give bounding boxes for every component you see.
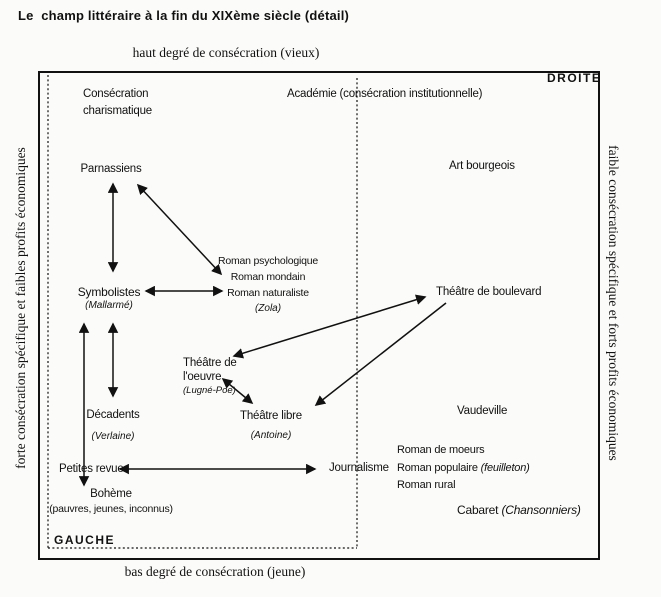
node-theatre-boulevard: Théâtre de boulevard: [436, 286, 542, 298]
field-frame: [38, 71, 600, 560]
axis-label-right: faible consécration spécifique et forts …: [606, 145, 621, 461]
node-decadents: Décadents (Verlaine): [63, 405, 163, 447]
node-theatre-oeuvre: Théâtre de l'oeuvre (Lugné-Poe): [183, 356, 237, 398]
node-parnassiens: Parnassiens: [80, 163, 142, 175]
node-line: Roman mondain: [230, 271, 306, 283]
corner-label-droite: DROITE: [547, 71, 602, 85]
node-line: Roman naturaliste: [227, 287, 309, 299]
node-line-part: Cabaret: [457, 503, 502, 517]
node-line: Consécration: [83, 88, 149, 100]
node-author: (Mallarmé): [85, 300, 133, 311]
axis-label-top: haut degré de consécration (vieux): [132, 45, 320, 60]
node-academie: Académie (consécration institutionnelle): [287, 88, 483, 100]
node-line-part-italic: (feuilleton): [480, 461, 530, 474]
node-line: Roman rural: [397, 479, 456, 491]
node-line: Roman populaire (feuilleton): [397, 460, 530, 478]
node-theatre-libre: Théâtre libre (Antoine): [221, 407, 321, 445]
node-author: (Antoine): [250, 430, 292, 441]
node-line-part-italic: (Chansonniers): [501, 503, 581, 517]
node-label: Bohème: [90, 488, 132, 500]
node-vaudeville: Vaudeville: [457, 405, 508, 417]
node-label: Symbolistes: [77, 285, 141, 299]
node-subtitle: (pauvres, jeunes, inconnus): [49, 503, 173, 515]
node-boheme: Bohème (pauvres, jeunes, inconnus): [36, 487, 186, 517]
node-line: Roman psychologique: [217, 255, 319, 267]
node-journalisme: Journalisme: [329, 462, 389, 474]
node-line-part: Roman populaire: [397, 461, 481, 474]
node-line: l'oeuvre: [183, 371, 222, 383]
node-line: Roman de moeurs: [397, 444, 485, 456]
corner-label-gauche: GAUCHE: [54, 533, 116, 547]
node-line: charismatique: [83, 105, 152, 117]
node-author: (Lugné-Poe): [183, 385, 236, 396]
node-label: Théâtre libre: [240, 410, 302, 422]
node-roman-list: Roman de moeurs Roman populaire (feuille…: [397, 442, 530, 495]
node-symbolistes: Symbolistes (Mallarmé): [59, 285, 159, 313]
axis-label-bottom: bas degré de consécration (jeune): [124, 564, 306, 579]
node-consecration-charismatique: Consécration charismatique: [83, 86, 152, 120]
node-petites-revues: Petites revues: [59, 463, 130, 475]
node-art-bourgeois: Art bourgeois: [449, 160, 515, 172]
node-line: Théâtre de: [183, 357, 237, 369]
node-cabaret: Cabaret (Chansonniers): [457, 503, 581, 518]
axis-label-left: forte consécration spécifique et faibles…: [13, 147, 28, 469]
node-author: (Zola): [254, 303, 282, 314]
diagram-title: Le champ littéraire à la fin du XIXème s…: [18, 8, 350, 23]
node-author: (Verlaine): [91, 431, 135, 442]
node-roman-group: Roman psychologique Roman mondain Roman …: [213, 253, 323, 317]
node-label: Décadents: [86, 409, 140, 421]
